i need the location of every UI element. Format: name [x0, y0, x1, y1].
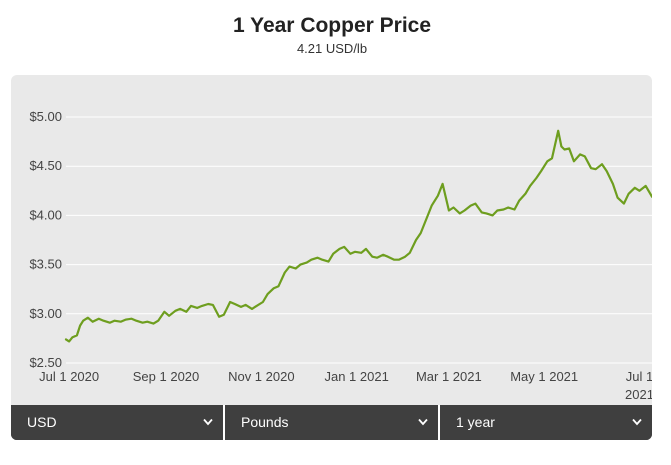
x-tick-label: Nov 1 2020 [228, 369, 295, 384]
unit-select-label: Pounds [241, 414, 289, 430]
y-tick-label: $2.50 [29, 355, 62, 370]
series-line [64, 129, 652, 343]
range-select-label: 1 year [456, 414, 495, 430]
x-tick-label: Jan 1 2021 [324, 369, 388, 384]
range-select[interactable]: 1 year [438, 405, 652, 440]
grid-lines [66, 116, 652, 364]
chart-title: 1 Year Copper Price [232, 14, 432, 37]
x-tick-label: Mar 1 2021 [416, 369, 482, 384]
x-tick-label: Jul 1 2020 [39, 369, 99, 384]
chart-controls: USD Pounds 1 year [11, 405, 652, 440]
chart-panel: $2.50 $3.00 $3.50 $4.00 $4.50 $5.00 Jul 1 202… [11, 75, 652, 440]
chart-subtitle: 4.21 USD/lb [296, 41, 368, 56]
y-tick-label: $3.00 [29, 306, 62, 321]
currency-select[interactable]: USD [11, 405, 223, 440]
y-axis: $2.50 $3.00 $3.50 $4.00 $4.50 $5.00 [29, 109, 62, 370]
y-tick-label: $4.00 [29, 207, 62, 222]
y-tick-label: $4.50 [29, 158, 62, 173]
chevron-down-icon [418, 418, 428, 426]
x-tick-label-year: 2021 [625, 387, 652, 402]
x-tick-label: May 1 2021 [510, 369, 578, 384]
currency-select-label: USD [27, 414, 57, 430]
x-tick-label: Jul 1 [626, 369, 652, 384]
x-tick-label: Sep 1 2020 [133, 369, 200, 384]
y-tick-label: $5.00 [29, 109, 62, 124]
x-axis: Jul 1 2020 Sep 1 2020 Nov 1 2020 Jan 1 2021… [39, 369, 652, 402]
y-tick-label: $3.50 [29, 257, 62, 272]
chevron-down-icon [203, 418, 213, 426]
copper-price-chart: $2.50 $3.00 $3.50 $4.00 $4.50 $5.00 Jul 1 202… [29, 109, 652, 402]
unit-select[interactable]: Pounds [223, 405, 438, 440]
series-layer [64, 129, 652, 343]
chevron-down-icon [632, 418, 642, 426]
